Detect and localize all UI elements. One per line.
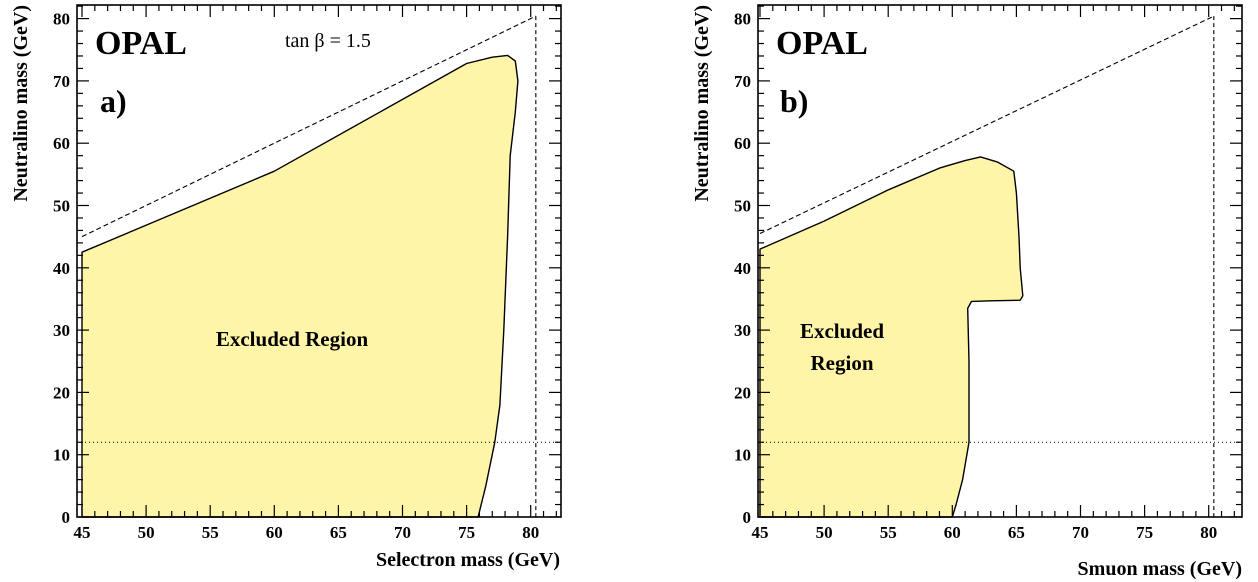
y-tick-label: 20	[734, 383, 751, 402]
panel-b: 45 50 55 60 65 70 75 80 0 10 20 30 40 50 60 70 80 OPAL b…	[691, 4, 1243, 580]
y-tick-label: 50	[53, 197, 70, 216]
y-tick-label: 40	[734, 259, 751, 278]
x-tick-label: 50	[816, 523, 833, 542]
y-tick-label: 40	[53, 259, 70, 278]
x-axis-title: Selectron mass (GeV)	[376, 549, 560, 571]
excluded-region-label-line-2: Region	[811, 351, 874, 375]
y-tick-label: 60	[734, 134, 751, 153]
x-tick-label: 75	[1136, 523, 1153, 542]
y-tick-label: 70	[734, 72, 751, 91]
x-axis-title: Smuon mass (GeV)	[1078, 558, 1242, 580]
x-tick-label: 65	[330, 523, 347, 542]
y-tick-label: 20	[53, 383, 70, 402]
y-tick-label: 80	[734, 10, 751, 29]
y-tick-label: 30	[734, 321, 751, 340]
x-tick-label: 60	[266, 523, 283, 542]
y-tick-label: 0	[743, 508, 752, 527]
y-axis-title: Neutralino mass (GeV)	[10, 5, 32, 202]
x-tick-label: 75	[458, 523, 475, 542]
x-tick-label: 70	[1072, 523, 1089, 542]
x-tick-label: 55	[202, 523, 219, 542]
x-tick-label: 45	[74, 523, 91, 542]
panel-a: 45 50 55 60 65 70 75 80 0 10 20 30 40 50 60 70 80 OPAL a…	[10, 4, 562, 571]
x-tick-label: 80	[522, 523, 539, 542]
plot-frame	[757, 4, 1243, 518]
x-tick-label: 50	[138, 523, 155, 542]
y-axis-title: Neutralino mass (GeV)	[691, 5, 713, 202]
y-tick-label: 10	[734, 446, 751, 465]
kinematic-limit-line	[759, 15, 1215, 235]
x-tick-label: 55	[880, 523, 897, 542]
plot-frame	[76, 4, 562, 518]
excluded-region-area	[759, 156, 1024, 518]
experiment-label: OPAL	[776, 25, 868, 62]
y-tick-label: 10	[53, 446, 70, 465]
x-tick-label: 65	[1008, 523, 1025, 542]
tan-beta-annotation: tan β = 1.5	[285, 30, 371, 52]
y-tick-label: 30	[53, 321, 70, 340]
excluded-region-label-line-1: Excluded	[800, 319, 884, 343]
x-tick-label: 60	[944, 523, 961, 542]
x-tick-label: 80	[1200, 523, 1217, 542]
x-tick-label: 45	[752, 523, 769, 542]
y-tick-label: 70	[53, 72, 70, 91]
excluded-region-label: Excluded Region	[216, 327, 369, 351]
experiment-label: OPAL	[95, 25, 187, 62]
excluded-region-area	[81, 54, 519, 518]
y-tick-label: 60	[53, 134, 70, 153]
y-tick-label: 0	[62, 508, 71, 527]
y-tick-label: 80	[53, 10, 70, 29]
kinematic-limit-line	[81, 15, 537, 238]
x-tick-label: 70	[394, 523, 411, 542]
panel-label: a)	[100, 83, 127, 119]
panel-label: b)	[780, 83, 808, 119]
y-tick-label: 50	[734, 197, 751, 216]
